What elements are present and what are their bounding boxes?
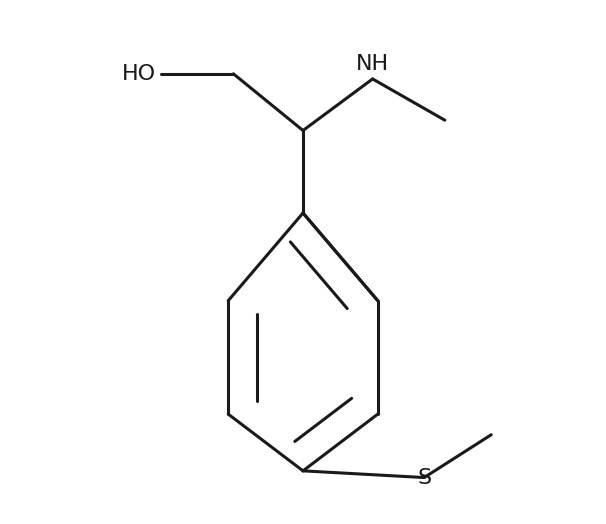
Text: S: S <box>417 467 431 487</box>
Text: HO: HO <box>122 64 156 84</box>
Text: NH: NH <box>356 54 389 74</box>
